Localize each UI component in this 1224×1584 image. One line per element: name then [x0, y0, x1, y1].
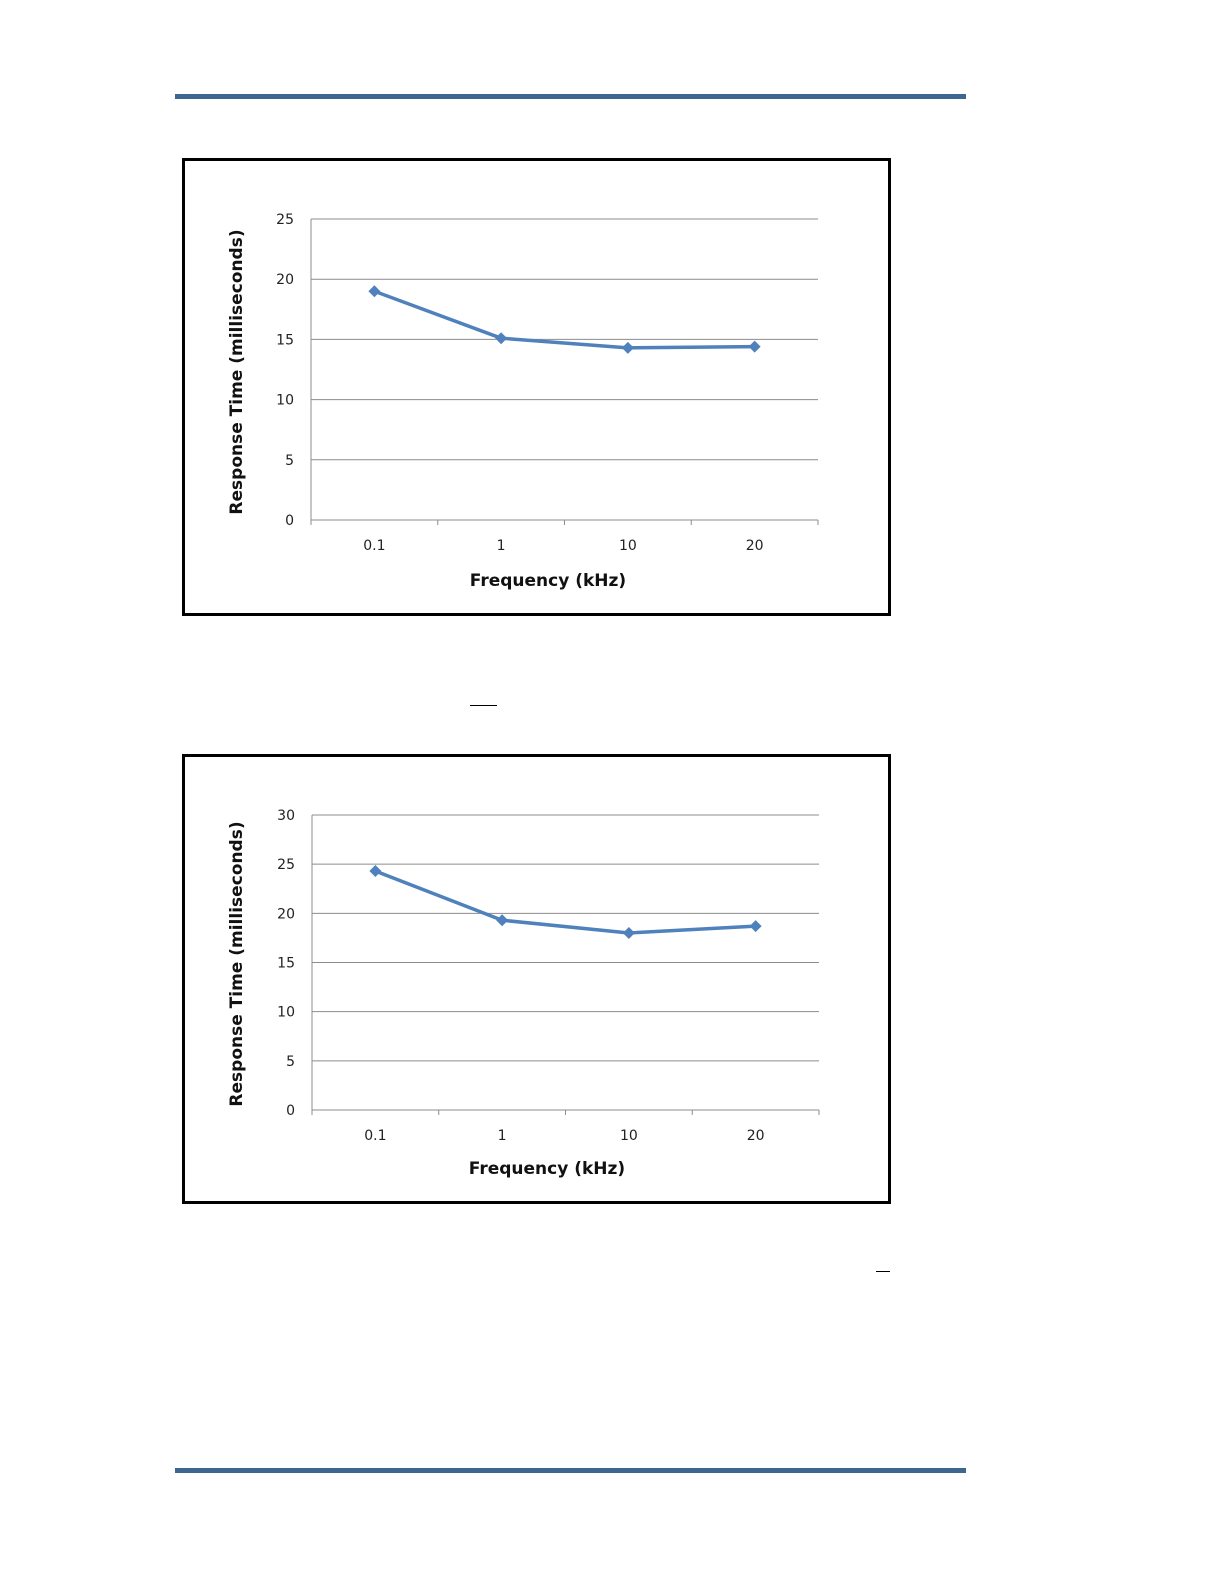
- chart-1-x-axis-title: Frequency (kHz): [470, 571, 626, 591]
- chart-1-x-tick-label: 1: [497, 538, 506, 554]
- chart-2-y-tick-label: 0: [286, 1103, 295, 1119]
- chart-1-y-tick-label: 0: [285, 513, 294, 529]
- chart-2-y-tick-label: 30: [277, 808, 295, 824]
- chart-2-y-tick-label: 15: [277, 956, 295, 972]
- chart-2-y-tick-label: 10: [277, 1005, 295, 1021]
- chart-2-series-line: [374, 869, 756, 935]
- chart-1-y-tick-label: 25: [276, 212, 294, 228]
- chart-2-x-tick-label: 0.1: [364, 1128, 386, 1144]
- chart-2-data-point: [496, 914, 509, 927]
- chart-2-y-tick-label: 5: [286, 1054, 295, 1070]
- chart-1-y-tick-label: 20: [276, 272, 294, 288]
- chart-1-series-line: [373, 289, 755, 350]
- chart-2-x-tick-label: 10: [620, 1128, 638, 1144]
- chart-1-data-point: [621, 341, 634, 354]
- chart-2-x-axis-title: Frequency (kHz): [469, 1159, 625, 1179]
- chart-1-x-tick-label: 10: [619, 538, 637, 554]
- chart-1: 0 5 10 15 20 25 0.1 1 10 20 Frequency (kHz) Resp…: [227, 212, 819, 591]
- chart-2: 0 5 10 15 20 25 30 0.1 1 10 20 Frequency (kHz) Re…: [227, 808, 820, 1179]
- page-header-rule: [175, 94, 966, 99]
- chart-1-y-tick-label: 10: [276, 393, 294, 409]
- chart-1-x-tick-label: 0.1: [363, 538, 385, 554]
- chart-2-x-tick-label: 1: [498, 1128, 507, 1144]
- chart-2-x-tick-label: 20: [747, 1128, 765, 1144]
- chart-1-data-point: [368, 285, 381, 298]
- chart-2-y-tick-label: 25: [277, 857, 295, 873]
- chart-1-y-axis-title: Response Time (milliseconds): [227, 229, 247, 514]
- chart-2-data-point: [622, 927, 635, 939]
- chart-2-data-point: [369, 865, 382, 878]
- chart-1-x-tick-label: 20: [746, 538, 764, 554]
- text-dash-mark: [470, 705, 497, 706]
- chart-2-frame: 0 5 10 15 20 25 30 0.1 1 10 20 Frequency (kHz) Re…: [182, 754, 891, 1204]
- chart-1-y-tick-label: 15: [276, 332, 294, 348]
- page-footer-rule: [175, 1468, 966, 1473]
- chart-2-y-axis-title: Response Time (milliseconds): [227, 821, 247, 1106]
- chart-1-frame: 0 5 10 15 20 25 0.1 1 10 20 Frequency (kHz) Resp…: [182, 158, 891, 616]
- text-dash-mark: [876, 1271, 890, 1272]
- chart-1-data-point: [495, 332, 508, 345]
- chart-1-y-tick-label: 5: [285, 453, 294, 469]
- chart-2-data-point: [749, 920, 762, 933]
- chart-1-data-point: [748, 340, 761, 353]
- chart-2-y-tick-label: 20: [277, 906, 295, 922]
